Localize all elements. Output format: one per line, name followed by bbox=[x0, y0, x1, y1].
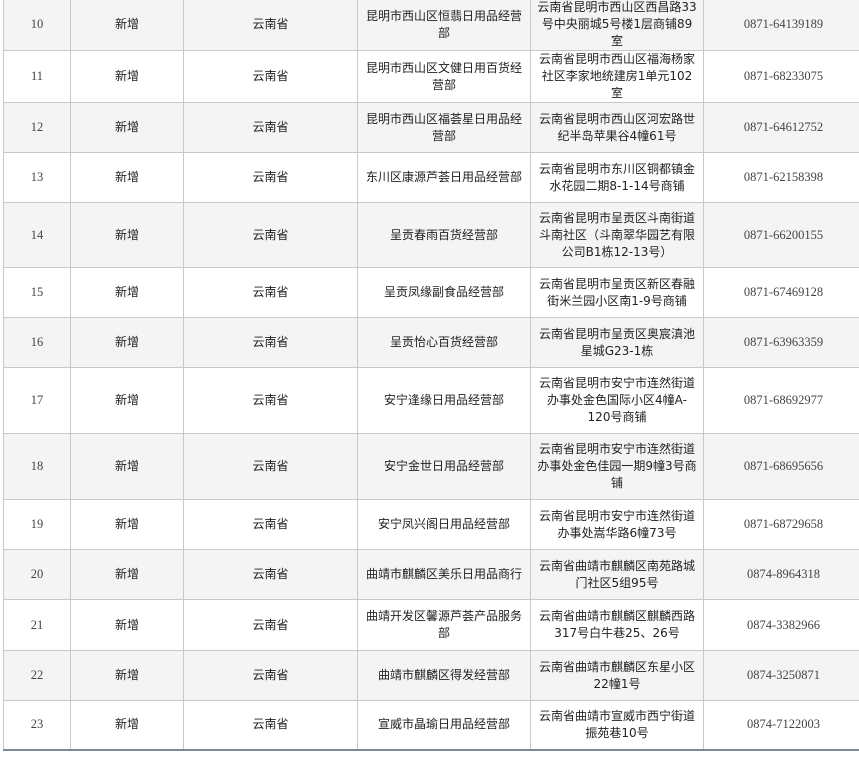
province: 云南省 bbox=[183, 0, 358, 51]
table-row: 12 新增 云南省 昆明市西山区福荟星日用品经营部 云南省昆明市西山区河宏路世纪半岛苹果… bbox=[3, 102, 859, 153]
phone-number: 0871-64139189 bbox=[703, 0, 859, 51]
phone-number: 0871-68695656 bbox=[703, 433, 859, 500]
store-list-table: 10 新增 云南省 昆明市西山区恒翡日用品经营部 云南省昆明市西山区西昌路33号中央丽城… bbox=[3, 0, 859, 751]
store-name: 宣威市晶瑜日用品经营部 bbox=[357, 700, 531, 750]
row-number: 20 bbox=[3, 549, 71, 600]
province: 云南省 bbox=[183, 367, 358, 434]
province: 云南省 bbox=[183, 599, 358, 651]
phone-number: 0874-8964318 bbox=[703, 549, 859, 600]
province: 云南省 bbox=[183, 102, 358, 153]
row-number: 10 bbox=[3, 0, 71, 51]
phone-number: 0874-3250871 bbox=[703, 650, 859, 701]
store-address: 云南省昆明市安宁市连然街道办事处金色国际小区4幢A-120号商铺 bbox=[530, 367, 704, 434]
table-row: 16 新增 云南省 呈贡怡心百货经营部 云南省昆明市呈贡区奥宸滇池星城G23-1栋 087… bbox=[3, 317, 859, 368]
row-number: 23 bbox=[3, 700, 71, 750]
row-number: 11 bbox=[3, 50, 71, 103]
change-type: 新增 bbox=[70, 599, 184, 651]
store-address: 云南省曲靖市麒麟区东星小区22幢1号 bbox=[530, 650, 704, 701]
store-name: 安宁金世日用品经营部 bbox=[357, 433, 531, 500]
table-row: 19 新增 云南省 安宁凤兴阁日用品经营部 云南省昆明市安宁市连然街道办事处嵩华路6幢7… bbox=[3, 499, 859, 550]
province: 云南省 bbox=[183, 499, 358, 550]
phone-number: 0871-64612752 bbox=[703, 102, 859, 153]
phone-number: 0874-7122003 bbox=[703, 700, 859, 750]
province: 云南省 bbox=[183, 433, 358, 500]
store-address: 云南省昆明市西山区福海杨家社区李家地统建房1单元102室 bbox=[530, 50, 704, 103]
store-address: 云南省昆明市呈贡区奥宸滇池星城G23-1栋 bbox=[530, 317, 704, 368]
store-name: 东川区康源芦荟日用品经营部 bbox=[357, 152, 531, 203]
province: 云南省 bbox=[183, 50, 358, 103]
store-address: 云南省昆明市呈贡区斗南街道斗南社区（斗南翠华园艺有限公司B1栋12-13号） bbox=[530, 202, 704, 268]
phone-number: 0871-68729658 bbox=[703, 499, 859, 550]
change-type: 新增 bbox=[70, 499, 184, 550]
table-row: 21 新增 云南省 曲靖开发区馨源芦荟产品服务部 云南省曲靖市麒麟区麒麟西路317号白牛… bbox=[3, 599, 859, 651]
store-address: 云南省昆明市安宁市连然街道办事处金色佳园一期9幢3号商铺 bbox=[530, 433, 704, 500]
row-number: 17 bbox=[3, 367, 71, 434]
change-type: 新增 bbox=[70, 433, 184, 500]
table-row: 20 新增 云南省 曲靖市麒麟区美乐日用品商行 云南省曲靖市麒麟区南苑路城门社区5组95… bbox=[3, 549, 859, 600]
change-type: 新增 bbox=[70, 152, 184, 203]
store-name: 昆明市西山区恒翡日用品经营部 bbox=[357, 0, 531, 51]
store-name: 曲靖市麒麟区美乐日用品商行 bbox=[357, 549, 531, 600]
phone-number: 0871-62158398 bbox=[703, 152, 859, 203]
change-type: 新增 bbox=[70, 102, 184, 153]
store-name: 安宁凤兴阁日用品经营部 bbox=[357, 499, 531, 550]
store-address: 云南省曲靖市麒麟区麒麟西路317号白牛巷25、26号 bbox=[530, 599, 704, 651]
store-address: 云南省昆明市呈贡区新区春融街米兰园小区南1-9号商铺 bbox=[530, 267, 704, 318]
row-number: 12 bbox=[3, 102, 71, 153]
phone-number: 0871-66200155 bbox=[703, 202, 859, 268]
province: 云南省 bbox=[183, 267, 358, 318]
table-row: 13 新增 云南省 东川区康源芦荟日用品经营部 云南省昆明市东川区铜都镇金水花园二期8-… bbox=[3, 152, 859, 203]
phone-number: 0871-68692977 bbox=[703, 367, 859, 434]
table-row: 14 新增 云南省 呈贡春雨百货经营部 云南省昆明市呈贡区斗南街道斗南社区（斗南翠华园艺… bbox=[3, 202, 859, 268]
change-type: 新增 bbox=[70, 0, 184, 51]
change-type: 新增 bbox=[70, 317, 184, 368]
store-name: 呈贡凤缘副食品经营部 bbox=[357, 267, 531, 318]
province: 云南省 bbox=[183, 202, 358, 268]
table-row: 18 新增 云南省 安宁金世日用品经营部 云南省昆明市安宁市连然街道办事处金色佳园一期9… bbox=[3, 433, 859, 500]
phone-number: 0874-3382966 bbox=[703, 599, 859, 651]
province: 云南省 bbox=[183, 549, 358, 600]
store-address: 云南省昆明市安宁市连然街道办事处嵩华路6幢73号 bbox=[530, 499, 704, 550]
change-type: 新增 bbox=[70, 50, 184, 103]
row-number: 13 bbox=[3, 152, 71, 203]
store-name: 安宁逢缘日用品经营部 bbox=[357, 367, 531, 434]
change-type: 新增 bbox=[70, 267, 184, 318]
table-row: 23 新增 云南省 宣威市晶瑜日用品经营部 云南省曲靖市宣威市西宁街道振苑巷10号 087… bbox=[3, 700, 859, 750]
change-type: 新增 bbox=[70, 549, 184, 600]
row-number: 22 bbox=[3, 650, 71, 701]
table-row: 10 新增 云南省 昆明市西山区恒翡日用品经营部 云南省昆明市西山区西昌路33号中央丽城… bbox=[3, 0, 859, 51]
change-type: 新增 bbox=[70, 650, 184, 701]
phone-number: 0871-67469128 bbox=[703, 267, 859, 318]
province: 云南省 bbox=[183, 700, 358, 750]
store-name: 呈贡怡心百货经营部 bbox=[357, 317, 531, 368]
store-address: 云南省昆明市西山区西昌路33号中央丽城5号楼1层商铺89室 bbox=[530, 0, 704, 51]
store-address: 云南省曲靖市宣威市西宁街道振苑巷10号 bbox=[530, 700, 704, 750]
store-name: 曲靖开发区馨源芦荟产品服务部 bbox=[357, 599, 531, 651]
table-row: 17 新增 云南省 安宁逢缘日用品经营部 云南省昆明市安宁市连然街道办事处金色国际小区4… bbox=[3, 367, 859, 434]
province: 云南省 bbox=[183, 650, 358, 701]
row-number: 16 bbox=[3, 317, 71, 368]
table-row: 22 新增 云南省 曲靖市麒麟区得发经营部 云南省曲靖市麒麟区东星小区22幢1号 0874… bbox=[3, 650, 859, 701]
row-number: 18 bbox=[3, 433, 71, 500]
store-name: 曲靖市麒麟区得发经营部 bbox=[357, 650, 531, 701]
province: 云南省 bbox=[183, 152, 358, 203]
store-address: 云南省昆明市西山区河宏路世纪半岛苹果谷4幢61号 bbox=[530, 102, 704, 153]
row-number: 19 bbox=[3, 499, 71, 550]
store-name: 呈贡春雨百货经营部 bbox=[357, 202, 531, 268]
store-name: 昆明市西山区福荟星日用品经营部 bbox=[357, 102, 531, 153]
change-type: 新增 bbox=[70, 700, 184, 750]
phone-number: 0871-68233075 bbox=[703, 50, 859, 103]
change-type: 新增 bbox=[70, 367, 184, 434]
store-name: 昆明市西山区文健日用百货经营部 bbox=[357, 50, 531, 103]
store-address: 云南省昆明市东川区铜都镇金水花园二期8-1-14号商铺 bbox=[530, 152, 704, 203]
table-row: 11 新增 云南省 昆明市西山区文健日用百货经营部 云南省昆明市西山区福海杨家社区李家地… bbox=[3, 50, 859, 103]
row-number: 21 bbox=[3, 599, 71, 651]
phone-number: 0871-63963359 bbox=[703, 317, 859, 368]
row-number: 14 bbox=[3, 202, 71, 268]
province: 云南省 bbox=[183, 317, 358, 368]
change-type: 新增 bbox=[70, 202, 184, 268]
store-address: 云南省曲靖市麒麟区南苑路城门社区5组95号 bbox=[530, 549, 704, 600]
row-number: 15 bbox=[3, 267, 71, 318]
table-row: 15 新增 云南省 呈贡凤缘副食品经营部 云南省昆明市呈贡区新区春融街米兰园小区南1-9… bbox=[3, 267, 859, 318]
